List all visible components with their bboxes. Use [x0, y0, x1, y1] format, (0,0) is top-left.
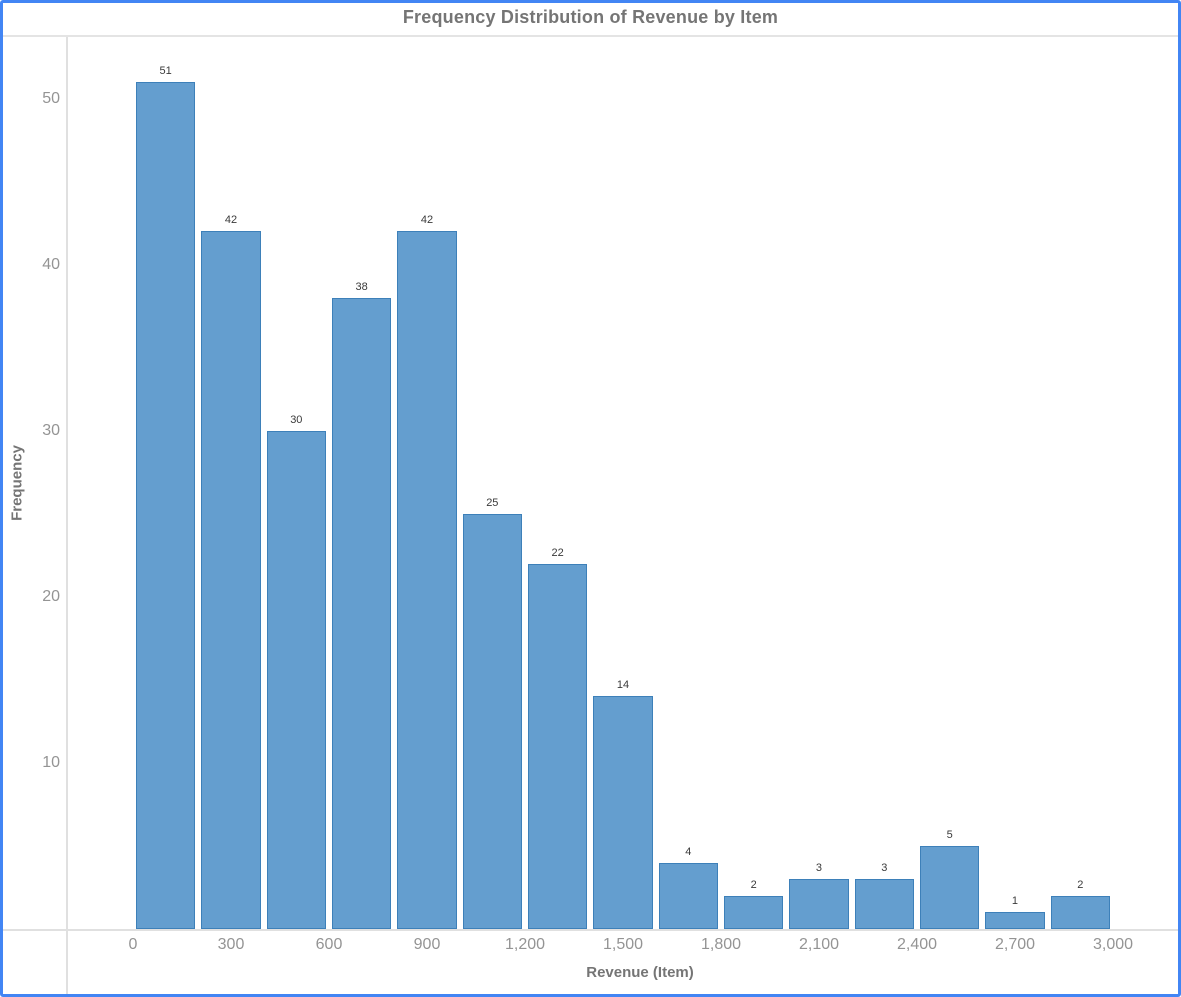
bar-value-label: 14 [616, 679, 630, 692]
chart-title: Frequency Distribution of Revenue by Ite… [402, 7, 779, 27]
bar-value-label: 38 [355, 280, 368, 293]
histogram-bar[interactable] [789, 879, 849, 929]
histogram-bar[interactable] [266, 430, 326, 929]
histogram-bar[interactable] [201, 231, 261, 929]
bar-value-label: 42 [224, 214, 238, 227]
histogram-bar[interactable] [854, 879, 914, 929]
bar-value-label: 3 [881, 862, 888, 875]
histogram-bar[interactable] [593, 696, 653, 929]
x-tick-label: 1,200 [504, 936, 546, 953]
histogram-bar[interactable] [528, 563, 588, 929]
histogram-bar[interactable] [1050, 895, 1110, 929]
bar-value-label: 51 [159, 64, 172, 77]
y-tick-label: 30 [42, 421, 60, 439]
histogram-bar[interactable] [920, 845, 980, 929]
histogram-bar[interactable] [658, 862, 718, 929]
x-tick-label: 600 [315, 936, 343, 953]
histogram-bar[interactable] [397, 231, 457, 929]
x-tick-label: 300 [217, 936, 245, 953]
histogram-bar[interactable] [332, 297, 392, 929]
x-tick-label: 2,700 [994, 936, 1036, 953]
histogram-bar[interactable] [985, 912, 1045, 929]
x-tick-label: 1,500 [602, 936, 644, 953]
bar-value-label: 1 [1011, 895, 1019, 908]
x-axis-title: Revenue (Item) [586, 964, 694, 981]
x-tick-label: 2,400 [896, 936, 938, 953]
histogram-bar[interactable] [136, 81, 196, 929]
bar-value-label: 42 [420, 214, 434, 227]
bar-value-label: 25 [486, 496, 499, 509]
bar-value-label: 4 [685, 845, 692, 858]
y-tick-label: 50 [42, 89, 60, 107]
y-tick-label: 40 [42, 255, 60, 273]
y-tick-label: 10 [42, 753, 60, 771]
histogram-bar[interactable] [462, 513, 522, 929]
x-tick-label: 0 [128, 936, 138, 953]
histogram-bar[interactable] [724, 895, 784, 929]
x-tick-label: 900 [413, 936, 441, 953]
bar-value-label: 5 [946, 828, 953, 841]
bar-value-label: 22 [551, 546, 564, 559]
bar-value-label: 30 [290, 413, 303, 426]
x-tick-label: 3,000 [1092, 936, 1134, 953]
y-axis-line [66, 37, 68, 994]
x-tick-label: 2,100 [798, 936, 840, 953]
bar-value-label: 2 [750, 878, 757, 891]
x-tick-label: 1,800 [700, 936, 742, 953]
y-axis-title: Frequency [8, 445, 26, 521]
y-tick-label: 20 [42, 587, 60, 605]
bar-value-label: 3 [815, 862, 823, 875]
x-axis-line [3, 929, 1178, 931]
title-separator-line [3, 35, 1178, 37]
bar-value-label: 2 [1077, 878, 1084, 891]
